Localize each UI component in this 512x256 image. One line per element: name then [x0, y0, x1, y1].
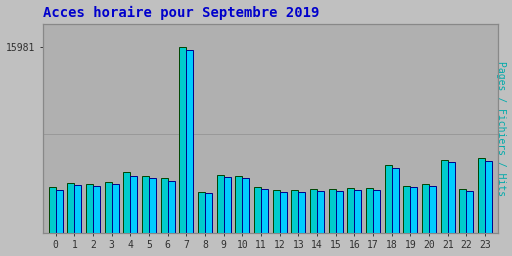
Bar — [131, 176, 137, 233]
Bar — [385, 165, 392, 233]
Bar — [366, 188, 373, 233]
Bar — [235, 176, 242, 233]
Bar — [198, 192, 205, 233]
Bar — [298, 192, 306, 233]
Bar — [142, 176, 149, 233]
Bar — [74, 185, 81, 233]
Bar — [224, 177, 231, 233]
Bar — [149, 178, 156, 233]
Bar — [161, 178, 167, 233]
Bar — [459, 189, 466, 233]
Bar — [347, 188, 354, 233]
Bar — [280, 192, 287, 233]
Bar — [373, 190, 380, 233]
Bar — [261, 189, 268, 233]
Bar — [441, 159, 447, 233]
Bar — [403, 186, 410, 233]
Bar — [478, 158, 485, 233]
Text: Acces horaire pour Septembre 2019: Acces horaire pour Septembre 2019 — [42, 6, 319, 20]
Bar — [254, 187, 261, 233]
Bar — [93, 186, 100, 233]
Bar — [123, 172, 131, 233]
Bar — [167, 180, 175, 233]
Bar — [329, 189, 336, 233]
Bar — [104, 182, 112, 233]
Bar — [49, 187, 56, 233]
Bar — [242, 178, 249, 233]
Bar — [272, 190, 280, 233]
Bar — [429, 186, 436, 233]
Bar — [67, 183, 74, 233]
Bar — [392, 168, 399, 233]
Bar — [336, 191, 343, 233]
Bar — [447, 162, 455, 233]
Bar — [291, 190, 298, 233]
Bar — [317, 191, 324, 233]
Bar — [422, 184, 429, 233]
Bar — [354, 190, 361, 233]
Bar — [466, 191, 474, 233]
Y-axis label: Pages / Fichiers / Hits: Pages / Fichiers / Hits — [497, 61, 506, 196]
Bar — [310, 189, 317, 233]
Bar — [205, 193, 212, 233]
Bar — [485, 161, 492, 233]
Bar — [410, 187, 417, 233]
Bar — [179, 47, 186, 233]
Bar — [186, 50, 194, 233]
Bar — [217, 175, 224, 233]
Bar — [56, 190, 63, 233]
Bar — [86, 184, 93, 233]
Bar — [112, 184, 119, 233]
